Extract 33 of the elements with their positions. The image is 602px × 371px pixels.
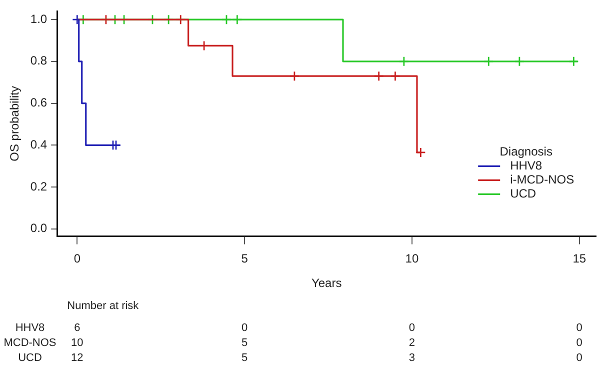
text: 5: [242, 337, 248, 349]
text: Number at risk: [67, 300, 139, 312]
text: 6: [74, 322, 80, 334]
legend-label: HHV8: [510, 158, 542, 173]
legend-label: i-MCD-NOS: [510, 172, 574, 187]
y-tick-label: 0.8: [30, 54, 48, 68]
text: 0: [576, 322, 582, 334]
text: MCD-NOS: [4, 337, 56, 349]
y-tick-label: 0.4: [30, 137, 48, 152]
text: 0: [242, 322, 248, 334]
y-axis-title: OS probability: [8, 86, 22, 162]
y-tick-label: 0.6: [30, 96, 48, 110]
legend-label: UCD: [510, 186, 536, 201]
text: 12: [71, 352, 84, 364]
text: 0: [408, 322, 416, 334]
text: 0: [576, 352, 582, 364]
text: 10: [71, 337, 84, 349]
text: 3: [408, 352, 416, 364]
point: [415, 147, 426, 158]
text: 2: [408, 337, 416, 349]
legend-title: Diagnosis: [500, 144, 552, 159]
x-tick-label: 5: [241, 252, 248, 266]
x-tick-label: 10: [405, 252, 419, 266]
x-tick-label: 0: [74, 252, 81, 266]
text: UCD: [18, 352, 42, 364]
x-axis-title: Years: [311, 276, 342, 290]
x-tick-label: 15: [572, 252, 586, 266]
y-tick-label: 1.0: [30, 12, 48, 26]
y-tick-label: 0.0: [30, 221, 48, 236]
text: 0: [576, 337, 582, 349]
y-tick-label: 0.2: [30, 179, 48, 194]
text: 5: [242, 352, 248, 364]
text: HHV8: [15, 322, 45, 334]
